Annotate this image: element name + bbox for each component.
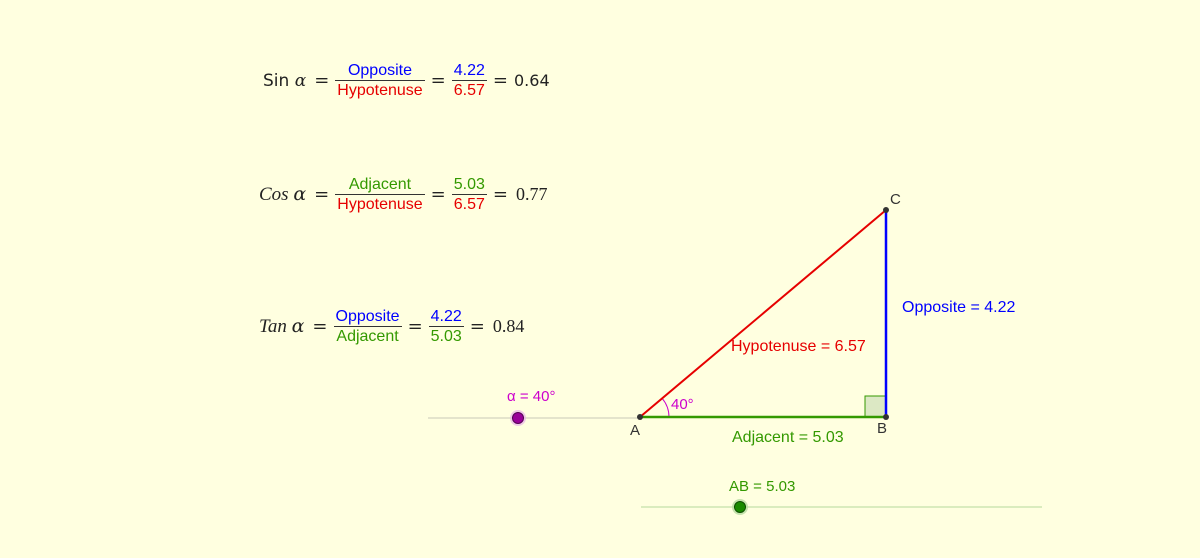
vertex-b-label: B [877,420,888,437]
tan-numerator-word: Opposite [335,308,400,325]
tan-denominator-word: Adjacent [336,328,399,345]
sin-label: Sin α [263,70,307,91]
sin-word-fraction: Opposite Hypotenuse [335,61,425,100]
cos-equation: Cos α = Adjacent Hypotenuse = 5.03 6.57 … [259,175,548,214]
adjacent-label: Adjacent = 5.03 [732,429,844,446]
ab-slider-label: AB = 5.03 [729,478,796,495]
tan-numerator-value: 4.22 [430,308,462,325]
vertex-a-label: A [630,422,641,439]
opposite-label: Opposite = 4.22 [902,299,1016,316]
tan-result: 0.84 [492,316,525,336]
hypotenuse-side [639,209,887,418]
cos-denominator-word: Hypotenuse [337,196,423,213]
alpha-slider-handle[interactable] [512,412,524,424]
sin-result: 0.64 [514,71,550,90]
hypotenuse-label: Hypotenuse = 6.57 [731,338,866,355]
sin-value-fraction: 4.22 6.57 [451,61,487,100]
equals-sign: = [314,70,330,91]
cos-denominator-value: 6.57 [453,196,485,213]
cos-label: Cos α [259,183,307,205]
cos-result: 0.77 [515,184,548,204]
vertex-c-point[interactable] [883,207,889,213]
vertex-c-label: C [890,191,901,208]
tan-denominator-value: 5.03 [430,328,462,345]
cos-numerator-value: 5.03 [453,176,485,193]
sin-equation: Sin α = Opposite Hypotenuse = 4.22 6.57 … [263,61,550,100]
sin-denominator-value: 6.57 [453,82,485,99]
ab-slider-handle[interactable] [734,501,746,513]
tan-equation: Tan α = Opposite Adjacent = 4.22 5.03 = … [259,307,525,346]
tan-word-fraction: Opposite Adjacent [333,307,402,346]
sin-denominator-word: Hypotenuse [337,82,423,99]
angle-label: 40° [671,396,694,413]
alpha-slider-label: α = 40° [507,388,556,405]
cos-numerator-word: Adjacent [348,176,412,193]
tan-value-fraction: 4.22 5.03 [428,307,464,346]
vertex-b-point[interactable] [883,414,889,420]
sin-numerator-word: Opposite [347,62,412,79]
cos-word-fraction: Adjacent Hypotenuse [335,175,425,214]
vertex-a-point[interactable] [637,414,643,420]
angle-arc [661,398,670,418]
sin-numerator-value: 4.22 [453,62,485,79]
cos-value-fraction: 5.03 6.57 [451,175,487,214]
tan-label: Tan α [259,315,305,337]
right-angle-marker [864,395,887,418]
